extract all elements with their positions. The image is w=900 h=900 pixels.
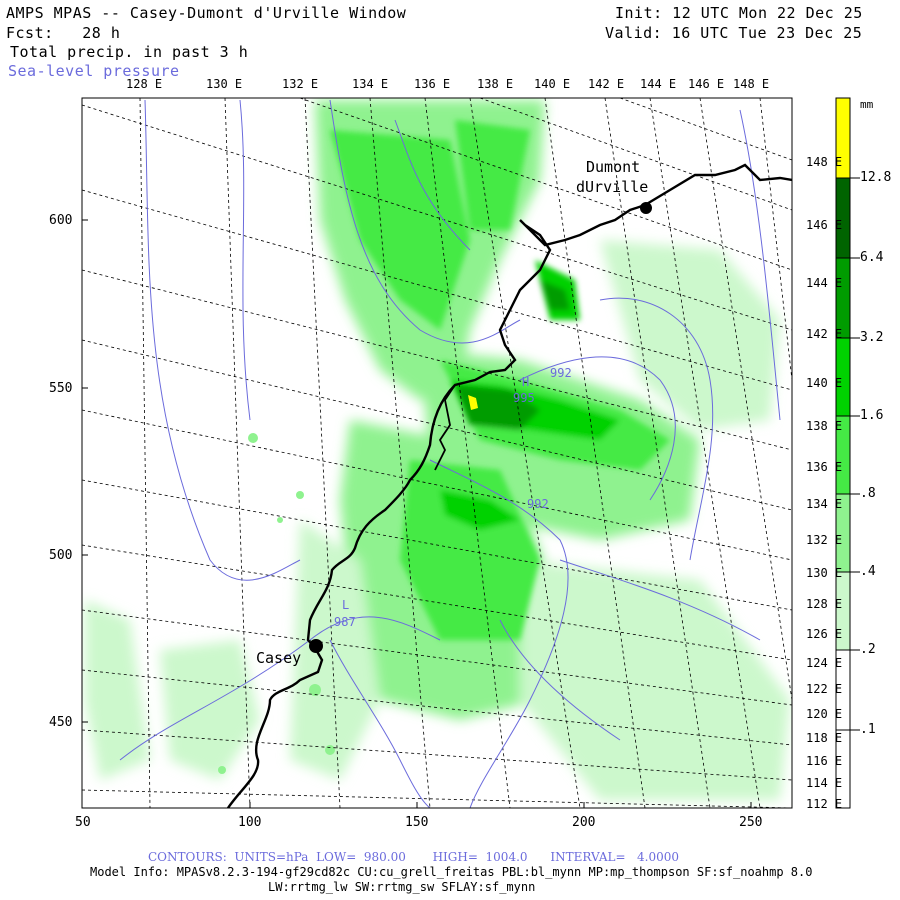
x-ticks bbox=[81, 802, 752, 808]
contour-label: 992 bbox=[550, 366, 572, 380]
colorbar-unit: mm bbox=[860, 98, 874, 111]
colorbar-bin-0-4 bbox=[836, 494, 850, 572]
y-axis-label: 450 bbox=[49, 715, 73, 730]
x-axis-label: 150 bbox=[405, 815, 429, 830]
right-lon-label: 136 E bbox=[806, 460, 843, 474]
top-lon-label: 134 E bbox=[352, 77, 389, 91]
right-lon-label: 124 E bbox=[806, 656, 843, 670]
y-axis-label: 550 bbox=[49, 381, 73, 396]
right-lon-label: 146 E bbox=[806, 218, 843, 232]
valid-time: Valid: 16 UTC Tue 23 Dec 25 bbox=[605, 24, 863, 42]
place-label-dumont: Dumont bbox=[586, 158, 641, 176]
colorbar-bin-0-2 bbox=[836, 572, 850, 650]
colorbar-bin-0-1 bbox=[836, 650, 850, 730]
graticule bbox=[82, 98, 792, 808]
right-lon-label: 134 E bbox=[806, 497, 843, 511]
colorbar-label: .1 bbox=[860, 722, 876, 737]
precip-shading bbox=[85, 100, 790, 800]
plot-area bbox=[82, 98, 792, 808]
colorbar-label: .4 bbox=[860, 564, 876, 579]
right-lon-label: 142 E bbox=[806, 327, 843, 341]
forecast-hours: 28 h bbox=[82, 24, 121, 42]
place-label-casey: Casey bbox=[256, 649, 302, 667]
low-marker: L bbox=[342, 598, 350, 612]
contour-label: 995 bbox=[513, 391, 535, 405]
contour-info: CONTOURS: UNITS=hPa LOW= 980.00 HIGH= 10… bbox=[148, 850, 679, 864]
top-lon-label: 132 E bbox=[282, 77, 319, 91]
x-axis-label: 250 bbox=[739, 815, 763, 830]
contour-label: 987 bbox=[334, 615, 356, 629]
colorbar-bin-low bbox=[836, 730, 850, 808]
dumont-durville-marker bbox=[640, 202, 652, 214]
coastline-inner bbox=[434, 384, 456, 471]
right-lon-label: 140 E bbox=[806, 376, 843, 390]
right-lon-label: 128 E bbox=[806, 597, 843, 611]
colorbar-label: .8 bbox=[860, 486, 876, 501]
init-time: Init: 12 UTC Mon 22 Dec 25 bbox=[615, 4, 863, 22]
y-axis-label: 500 bbox=[49, 548, 73, 563]
right-lon-label: 132 E bbox=[806, 533, 843, 547]
colorbar-label: 3.2 bbox=[860, 330, 884, 345]
y-ticks bbox=[82, 219, 88, 723]
place-label-durville: dUrville bbox=[576, 178, 649, 196]
model-info: Model Info: MPASv8.2.3-194-gf29cd82c CU:… bbox=[90, 865, 813, 879]
right-lon-label: 122 E bbox=[806, 682, 843, 696]
map-title: AMPS MPAS -- Casey-Dumont d'Urville Wind… bbox=[6, 4, 407, 22]
colorbar-label: 6.4 bbox=[860, 250, 884, 265]
x-axis-label: 50 bbox=[75, 815, 91, 830]
top-lon-label: 130 E bbox=[206, 77, 243, 91]
forecast-label: Fcst: 28 h bbox=[6, 24, 120, 42]
top-lon-label: 140 E bbox=[534, 77, 571, 91]
colorbar-label: 12.8 bbox=[860, 170, 892, 185]
top-lon-label: 142 E bbox=[588, 77, 625, 91]
colorbar-bin-1-6 bbox=[836, 338, 850, 416]
right-lon-label: 120 E bbox=[806, 707, 843, 721]
y-axis-label: 600 bbox=[49, 213, 73, 228]
right-lon-label: 126 E bbox=[806, 627, 843, 641]
colorbar-label: 1.6 bbox=[860, 408, 884, 423]
colorbar-bin-0-8 bbox=[836, 416, 850, 494]
x-axis-label: 200 bbox=[572, 815, 596, 830]
top-lon-label: 146 E bbox=[688, 77, 725, 91]
colorbar-border bbox=[835, 97, 851, 809]
top-lon-label: 138 E bbox=[477, 77, 514, 91]
x-axis-label: 100 bbox=[238, 815, 262, 830]
right-lon-label: 138 E bbox=[806, 419, 843, 433]
coastline bbox=[227, 163, 792, 808]
colorbar bbox=[835, 97, 860, 809]
colorbar-bin-3-2 bbox=[836, 258, 850, 338]
colorbar-label: .2 bbox=[860, 642, 876, 657]
contour-label: 992 bbox=[527, 497, 549, 511]
right-lon-label: 118 E bbox=[806, 731, 843, 745]
overlay-name: Sea-level pressure bbox=[8, 62, 180, 80]
plot-border bbox=[81, 97, 793, 809]
model-info-2: LW:rrtmg_lw SW:rrtmg_sw SFLAY:sf_mynn bbox=[268, 880, 536, 894]
right-lon-label: 148 E bbox=[806, 155, 843, 169]
forecast-label-text: Fcst: bbox=[6, 24, 54, 42]
top-lon-label: 144 E bbox=[640, 77, 677, 91]
right-lon-label: 114 E bbox=[806, 776, 843, 790]
pressure-contours bbox=[119, 99, 781, 808]
top-lon-label: 128 E bbox=[126, 77, 163, 91]
top-lon-label: 136 E bbox=[414, 77, 451, 91]
high-marker: H bbox=[522, 375, 530, 389]
right-lon-label: 112 E bbox=[806, 797, 843, 811]
right-lon-label: 116 E bbox=[806, 754, 843, 768]
casey-marker bbox=[309, 639, 323, 653]
right-lon-label: 144 E bbox=[806, 276, 843, 290]
right-lon-label: 130 E bbox=[806, 566, 843, 580]
colorbar-bin-12-8 bbox=[836, 98, 850, 178]
field-name: Total precip. in past 3 h bbox=[10, 43, 249, 61]
top-lon-label: 148 E bbox=[733, 77, 770, 91]
colorbar-bin-6-4 bbox=[836, 178, 850, 258]
